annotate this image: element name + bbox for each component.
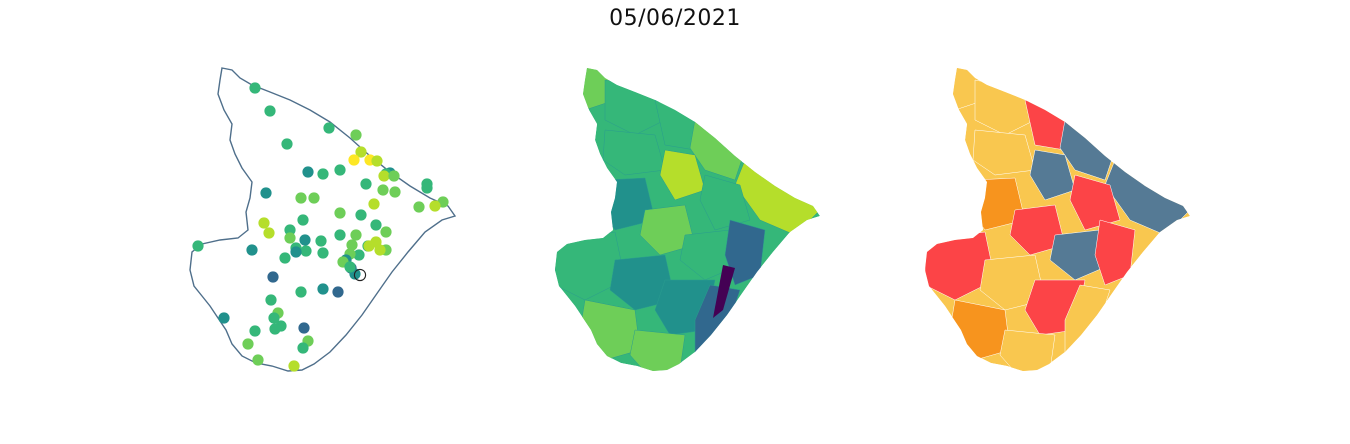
- figure-title: 05/06/2021: [609, 6, 741, 31]
- station-marker: [377, 184, 389, 196]
- station-marker: [252, 354, 264, 366]
- station-marker: [360, 178, 372, 190]
- state-outline: [189, 67, 457, 372]
- region-group: [925, 68, 1190, 371]
- station-marker: [346, 239, 358, 251]
- station-marker: [284, 224, 296, 236]
- station-marker: [300, 245, 312, 257]
- station-marker: [350, 129, 362, 141]
- station-marker: [332, 286, 344, 298]
- station-marker: [249, 82, 261, 94]
- municipality-region: [629, 329, 686, 371]
- station-marker: [263, 227, 275, 239]
- municipality-region: [609, 254, 676, 311]
- station-marker: [269, 323, 281, 335]
- station-marker: [267, 271, 279, 283]
- station-marker: [242, 338, 254, 350]
- station-marker: [249, 325, 261, 337]
- station-marker: [317, 168, 329, 180]
- municipality-region: [1094, 219, 1136, 286]
- municipality-region: [639, 204, 696, 256]
- station-marker: [413, 201, 425, 213]
- station-marker: [299, 234, 311, 246]
- station-marker: [344, 261, 356, 273]
- station-marker: [260, 187, 272, 199]
- station-marker: [380, 226, 392, 238]
- municipality-region: [1029, 149, 1076, 201]
- station-marker: [334, 229, 346, 241]
- station-marker: [334, 164, 346, 176]
- station-marker: [315, 235, 327, 247]
- station-marker: [317, 247, 329, 259]
- station-marker: [355, 209, 367, 221]
- station-marker: [192, 240, 204, 252]
- station-marker: [363, 240, 375, 252]
- station-marker: [298, 322, 310, 334]
- station-marker: [389, 186, 401, 198]
- station-marker: [378, 170, 390, 182]
- station-marker: [302, 166, 314, 178]
- station-marker: [295, 286, 307, 298]
- region-group: [555, 68, 820, 371]
- station-marker: [290, 246, 302, 258]
- station-marker: [268, 312, 280, 324]
- station-marker: [388, 170, 400, 182]
- municipality-region: [724, 219, 766, 286]
- station-marker: [334, 207, 346, 219]
- station-marker: [246, 244, 258, 256]
- municipality-region: [659, 149, 706, 201]
- station-marker: [371, 155, 383, 167]
- station-marker: [279, 252, 291, 264]
- station-marker: [368, 198, 380, 210]
- station-marker: [421, 182, 433, 194]
- municipality-region: [999, 329, 1056, 371]
- station-marker: [429, 200, 441, 212]
- station-marker: [258, 217, 270, 229]
- station-marker: [355, 146, 367, 158]
- station-marker: [308, 192, 320, 204]
- municipality-region: [979, 254, 1046, 311]
- station-marker: [374, 244, 386, 256]
- municipality-region: [1049, 229, 1111, 281]
- coastal-municipality-darkest: [713, 265, 735, 318]
- station-marker: [297, 342, 309, 354]
- point-map-panel: [189, 67, 457, 372]
- station-marker-highlight: [353, 268, 367, 282]
- station-marker: [284, 232, 296, 244]
- choropleth-classified-panel: [925, 68, 1190, 371]
- station-marker: [350, 229, 362, 241]
- municipality-region: [1009, 204, 1066, 256]
- station-marker: [265, 294, 277, 306]
- station-marker: [353, 249, 365, 261]
- choropleth-continuous-panel: [555, 68, 820, 371]
- station-marker: [317, 283, 329, 295]
- municipality-region: [602, 129, 666, 176]
- station-marker: [295, 192, 307, 204]
- station-marker: [323, 122, 335, 134]
- station-marker: [281, 138, 293, 150]
- station-marker: [370, 219, 382, 231]
- station-marker: [264, 105, 276, 117]
- station-marker: [297, 214, 309, 226]
- station-marker: [348, 154, 360, 166]
- municipality-region: [972, 129, 1036, 176]
- station-marker: [218, 312, 230, 324]
- station-marker: [288, 360, 300, 372]
